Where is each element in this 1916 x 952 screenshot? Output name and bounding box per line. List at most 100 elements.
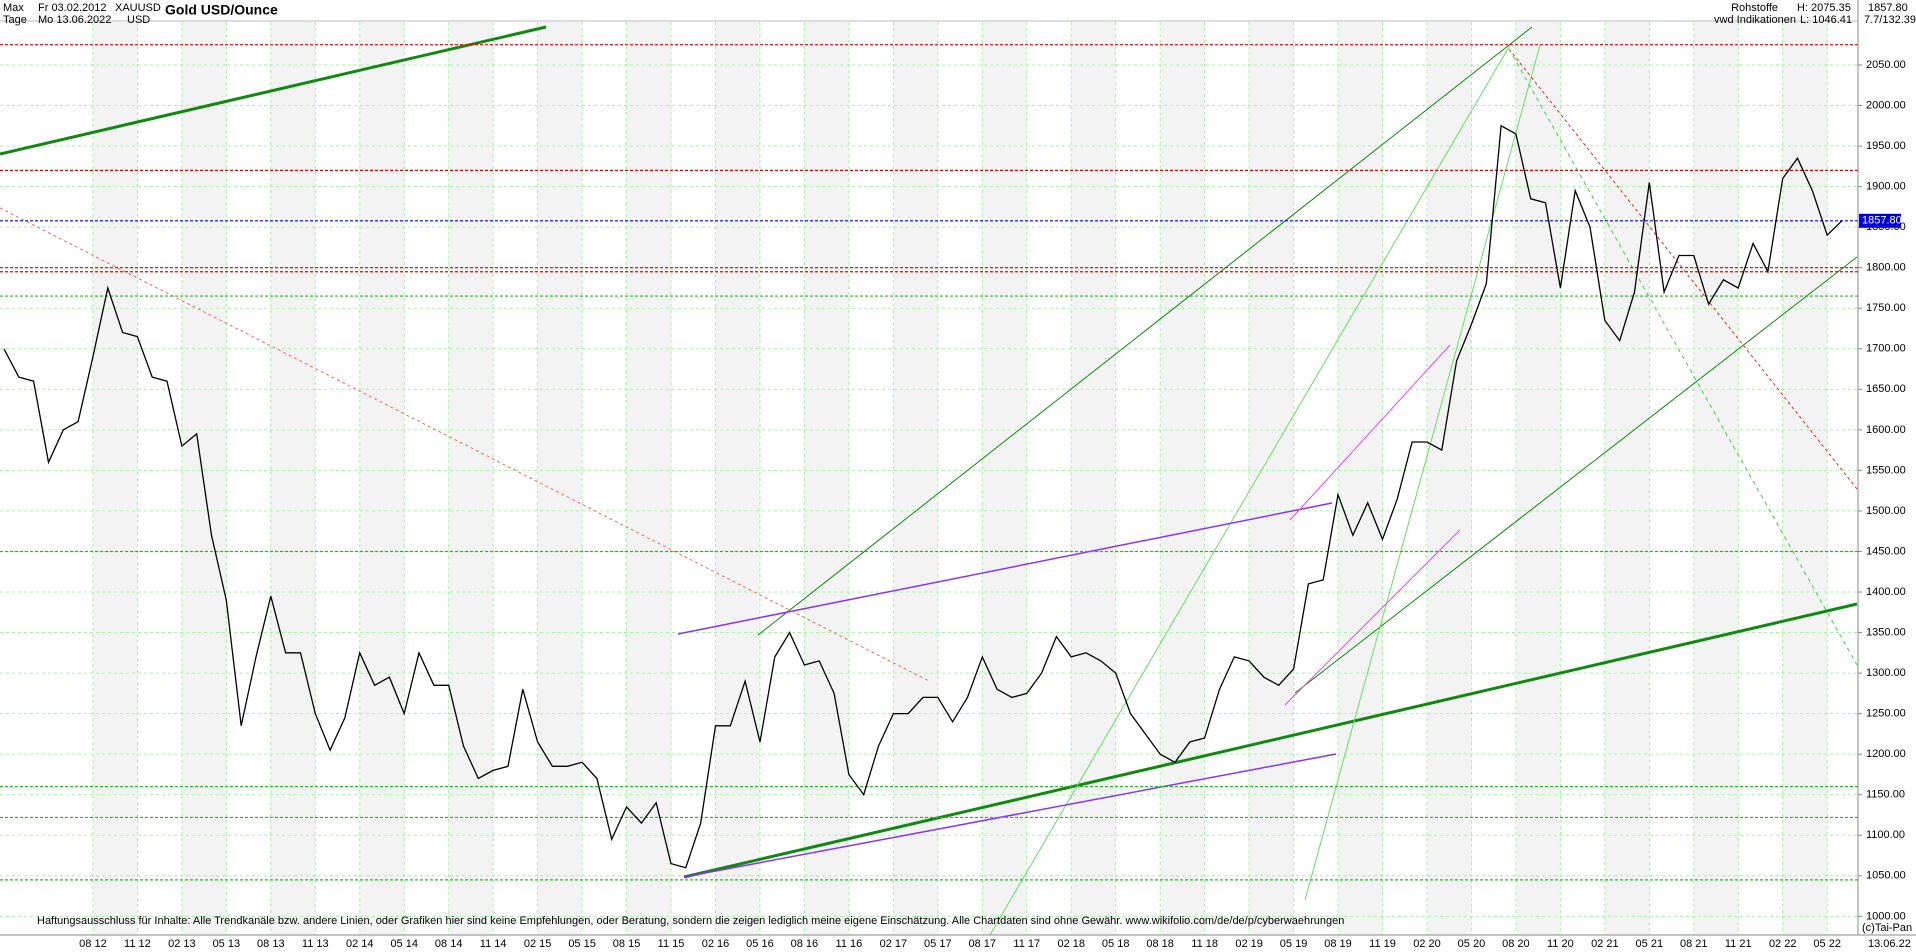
y-tick-label: 1950.00: [1866, 140, 1906, 152]
y-tick-label: 1100.00: [1866, 829, 1905, 841]
x-tick-label: 05 17: [924, 938, 952, 950]
band: [715, 22, 760, 935]
x-tick-label: 05 15: [568, 938, 596, 950]
y-tick-label: 1550.00: [1866, 464, 1906, 476]
band: [537, 22, 583, 935]
x-tick-label: 08 21: [1680, 938, 1708, 950]
x-tick-label: 02 16: [702, 938, 730, 950]
x-tick-label: 08 18: [1146, 938, 1174, 950]
y-tick-label: 1150.00: [1866, 789, 1905, 801]
band: [1338, 22, 1383, 935]
symbol: XAUUSD: [115, 2, 161, 14]
end-label: 13.06.22: [1868, 938, 1911, 950]
x-tick-label: 11 14: [480, 938, 507, 950]
interval[interactable]: Tage: [3, 14, 27, 26]
x-tick-label: 08 16: [791, 938, 819, 950]
trendline: [0, 25, 547, 156]
x-tick-label: 05 13: [213, 938, 241, 950]
x-tick-label: 11 21: [1725, 938, 1752, 950]
band: [804, 22, 849, 935]
x-tick-label: 11 20: [1547, 938, 1574, 950]
trendline: [677, 502, 1333, 635]
band: [982, 22, 1027, 935]
x-tick-label: 05 16: [746, 938, 774, 950]
x-tick-label: 08 17: [969, 938, 997, 950]
y-tick-label: 1900.00: [1866, 181, 1906, 193]
y-tick-label: 1050.00: [1866, 870, 1906, 882]
end-date: Mo 13.06.2022: [38, 14, 111, 26]
background-bands: [92, 22, 1828, 935]
x-tick-label: 05 20: [1458, 938, 1486, 950]
y-tick-label: 1700.00: [1866, 343, 1906, 355]
last-price: 1857.80: [1868, 2, 1908, 14]
x-tick-label: 11 19: [1369, 938, 1396, 950]
x-tick-label: 11 13: [302, 938, 329, 950]
price-label: 1857.80: [1862, 215, 1902, 227]
trendline: [1289, 344, 1451, 521]
band: [1160, 22, 1205, 935]
x-tick-label: 02 18: [1057, 938, 1085, 950]
plot: [0, 44, 1858, 881]
y-tick-label: 1750.00: [1866, 302, 1906, 314]
y-tick-label: 1300.00: [1866, 667, 1906, 679]
x-tick-label: 11 17: [1013, 938, 1040, 950]
x-tick-label: 02 21: [1591, 938, 1619, 950]
credit: (c)Tai-Pan: [1862, 922, 1912, 934]
band: [893, 22, 938, 935]
x-tick-label: 08 13: [257, 938, 285, 950]
x-tick-label: 05 19: [1280, 938, 1308, 950]
x-tick-label: 08 20: [1502, 938, 1530, 950]
y-tick-label: 2050.00: [1866, 59, 1906, 71]
x-tick-label: 02 17: [880, 938, 908, 950]
x-tick-label: 05 21: [1636, 938, 1664, 950]
y-tick-label: 1200.00: [1866, 748, 1906, 760]
trendline: [1294, 256, 1858, 694]
low: L: 1046.41: [1800, 14, 1852, 26]
x-tick-label: 02 22: [1769, 938, 1797, 950]
trendline: [1304, 44, 1541, 901]
x-tick-label: 08 15: [613, 938, 641, 950]
x-tick-label: 02 20: [1413, 938, 1441, 950]
trendline: [1284, 529, 1461, 706]
y-tick-label: 1450.00: [1866, 545, 1906, 557]
x-tick-label: 02 15: [524, 938, 552, 950]
x-tick-label: 11 16: [836, 938, 863, 950]
y-tick-label: 1500.00: [1866, 505, 1906, 517]
y-tick-label: 1600.00: [1866, 424, 1906, 436]
ratio: 7.7/132.39: [1864, 14, 1916, 26]
y-tick-label: 1350.00: [1866, 626, 1906, 638]
x-tick-label: 11 15: [658, 938, 685, 950]
source: vwd Indikationen: [1714, 14, 1796, 26]
chart-title: Gold USD/Ounce: [165, 2, 278, 18]
x-tick-label: 08 14: [435, 938, 463, 950]
band: [1071, 22, 1116, 935]
x-tick-label: 02 19: [1235, 938, 1263, 950]
band: [626, 22, 672, 935]
grid: [0, 22, 1858, 935]
x-tick-label: 02 14: [346, 938, 374, 950]
x-tick-label: 08 19: [1324, 938, 1352, 950]
trendline: [1508, 48, 1858, 666]
x-tick-label: 05 14: [390, 938, 418, 950]
trendline: [683, 602, 1858, 879]
band: [181, 22, 227, 935]
x-tick-label: 02 13: [168, 938, 196, 950]
band: [1782, 22, 1828, 935]
x-tick-label: 11 18: [1191, 938, 1218, 950]
price-line: [3, 124, 1843, 869]
price-box: [1859, 213, 1901, 228]
disclaimer: Haftungsausschluss für Inhalte: Alle Tre…: [37, 915, 1344, 927]
band: [1604, 22, 1650, 935]
x-tick-label: 11 12: [124, 938, 151, 950]
band: [1249, 22, 1294, 935]
y-tick-label: 2000.00: [1866, 99, 1906, 111]
y-tick-label: 1400.00: [1866, 586, 1906, 598]
range[interactable]: Max: [3, 2, 24, 14]
band: [1515, 22, 1561, 935]
band: [448, 22, 494, 935]
band: [1693, 22, 1739, 935]
trendline: [757, 26, 1533, 636]
y-tick-label: 1650.00: [1866, 383, 1906, 395]
y-tick-label: 1250.00: [1866, 708, 1906, 720]
x-tick-label: 08 12: [79, 938, 107, 950]
